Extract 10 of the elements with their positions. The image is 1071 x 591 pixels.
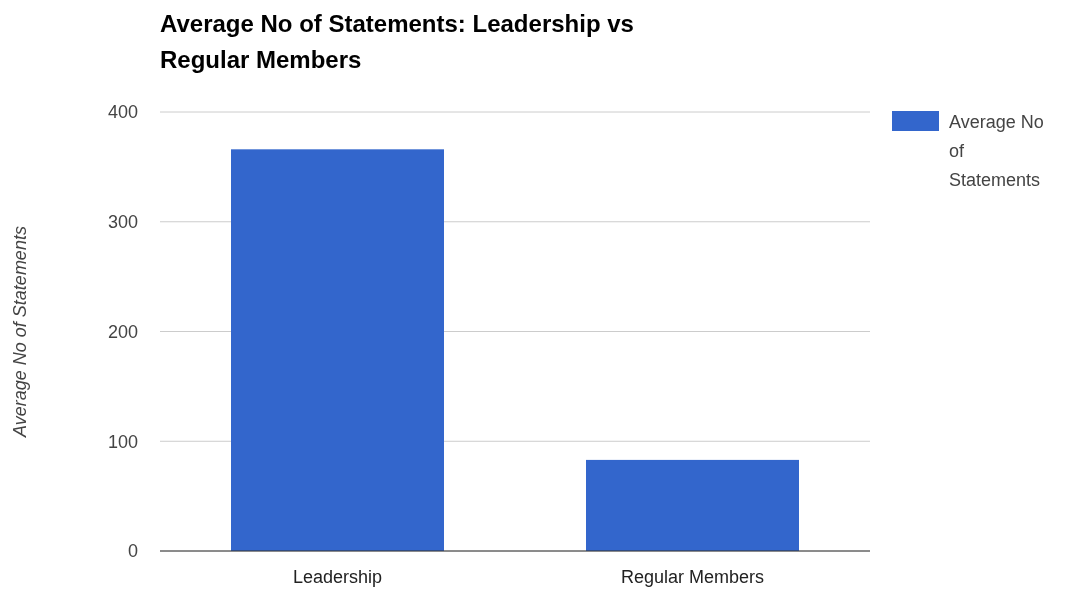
legend-label: Average No of Statements [949,112,1044,190]
x-tick-label: Leadership [292,567,383,587]
y-axis-title: Average No of Statements [10,226,30,438]
y-tick-label: 100 [107,431,138,452]
y-tick-label: 400 [107,102,138,123]
y-tick-label: 0 [127,541,138,562]
chart-title: Average No of Statements: Leadership vs Regular Members [160,10,634,73]
y-tick-label: 200 [107,321,138,342]
y-tick-label: 300 [107,212,138,233]
x-tick-label: Regular Members [620,567,765,587]
